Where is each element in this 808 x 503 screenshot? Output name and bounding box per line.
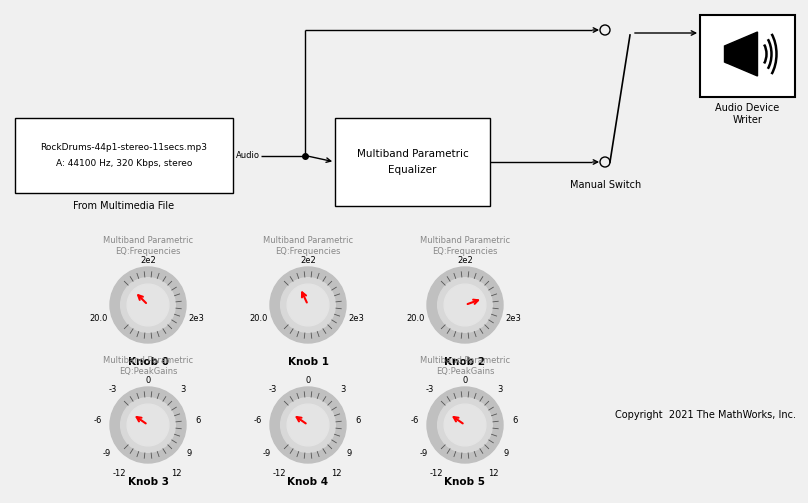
Text: 20.0: 20.0 — [406, 314, 425, 323]
Bar — [15, 118, 233, 193]
Circle shape — [444, 284, 486, 326]
Text: Knob 3: Knob 3 — [128, 477, 169, 487]
Text: 3: 3 — [341, 385, 346, 394]
Text: 20.0: 20.0 — [90, 314, 108, 323]
Circle shape — [270, 387, 346, 463]
Text: EQ:PeakGains: EQ:PeakGains — [436, 367, 494, 376]
Circle shape — [438, 398, 492, 452]
Text: 9: 9 — [347, 449, 351, 458]
Text: A: 44100 Hz, 320 Kbps, stereo: A: 44100 Hz, 320 Kbps, stereo — [56, 159, 192, 168]
Text: RockDrums-44p1-stereo-11secs.mp3: RockDrums-44p1-stereo-11secs.mp3 — [40, 143, 208, 152]
Circle shape — [280, 278, 335, 332]
Text: 6: 6 — [512, 416, 517, 425]
Text: Knob 0: Knob 0 — [128, 357, 169, 367]
Circle shape — [280, 398, 335, 452]
Text: -3: -3 — [108, 385, 117, 394]
Circle shape — [120, 278, 175, 332]
Circle shape — [427, 267, 503, 343]
Text: Knob 4: Knob 4 — [288, 477, 329, 487]
Polygon shape — [725, 46, 738, 62]
Text: Multiband Parametric: Multiband Parametric — [420, 356, 510, 365]
Text: -6: -6 — [254, 416, 263, 425]
Text: 12: 12 — [171, 469, 182, 478]
Text: -3: -3 — [268, 385, 277, 394]
Text: Equalizer: Equalizer — [389, 165, 436, 175]
Text: 0: 0 — [462, 376, 468, 385]
Circle shape — [110, 387, 186, 463]
Text: Multiband Parametric: Multiband Parametric — [263, 236, 353, 245]
Text: 2e2: 2e2 — [300, 256, 316, 265]
Text: 12: 12 — [488, 469, 499, 478]
Text: Multiband Parametric: Multiband Parametric — [103, 236, 193, 245]
Text: Multiband Parametric: Multiband Parametric — [420, 236, 510, 245]
Text: Knob 1: Knob 1 — [288, 357, 329, 367]
Circle shape — [127, 404, 169, 446]
Text: -6: -6 — [94, 416, 103, 425]
Text: -9: -9 — [420, 449, 428, 458]
Text: Copyright  2021 The MathWorks, Inc.: Copyright 2021 The MathWorks, Inc. — [615, 410, 796, 420]
Text: Writer: Writer — [733, 115, 763, 125]
Text: 6: 6 — [195, 416, 200, 425]
Bar — [700, 15, 795, 97]
Text: 6: 6 — [356, 416, 360, 425]
Circle shape — [110, 267, 186, 343]
Text: -12: -12 — [430, 469, 444, 478]
Circle shape — [120, 398, 175, 452]
Circle shape — [127, 284, 169, 326]
Text: 0: 0 — [145, 376, 150, 385]
Circle shape — [444, 404, 486, 446]
Circle shape — [438, 278, 492, 332]
Text: -9: -9 — [263, 449, 271, 458]
Text: 2e2: 2e2 — [457, 256, 473, 265]
Text: Knob 5: Knob 5 — [444, 477, 486, 487]
Text: EQ:Frequencies: EQ:Frequencies — [276, 247, 341, 256]
Circle shape — [287, 284, 329, 326]
Text: Manual Switch: Manual Switch — [570, 180, 642, 190]
Text: EQ:Frequencies: EQ:Frequencies — [432, 247, 498, 256]
Circle shape — [287, 404, 329, 446]
Bar — [335, 118, 490, 206]
Text: 0: 0 — [305, 376, 310, 385]
Text: Multiband Parametric: Multiband Parametric — [356, 149, 469, 159]
Text: 9: 9 — [187, 449, 191, 458]
Text: -3: -3 — [426, 385, 434, 394]
Text: -9: -9 — [103, 449, 112, 458]
Circle shape — [270, 267, 346, 343]
Text: EQ:PeakGains: EQ:PeakGains — [119, 367, 177, 376]
Text: 12: 12 — [331, 469, 342, 478]
Text: Audio Device: Audio Device — [715, 103, 780, 113]
Text: Multiband Parametric: Multiband Parametric — [103, 356, 193, 365]
Text: From Multimedia File: From Multimedia File — [74, 201, 175, 211]
Circle shape — [427, 387, 503, 463]
Text: 2e3: 2e3 — [505, 314, 521, 323]
Text: -6: -6 — [411, 416, 419, 425]
Text: 9: 9 — [503, 449, 508, 458]
Text: 2e3: 2e3 — [188, 314, 204, 323]
Text: 3: 3 — [181, 385, 186, 394]
Text: Audio: Audio — [236, 151, 260, 160]
Text: 3: 3 — [498, 385, 503, 394]
Text: EQ:Frequencies: EQ:Frequencies — [116, 247, 181, 256]
Text: 2e3: 2e3 — [348, 314, 364, 323]
Text: -12: -12 — [273, 469, 286, 478]
Text: Knob 2: Knob 2 — [444, 357, 486, 367]
Text: 20.0: 20.0 — [250, 314, 268, 323]
Text: -12: -12 — [113, 469, 126, 478]
Text: 2e2: 2e2 — [140, 256, 156, 265]
Polygon shape — [725, 32, 758, 76]
